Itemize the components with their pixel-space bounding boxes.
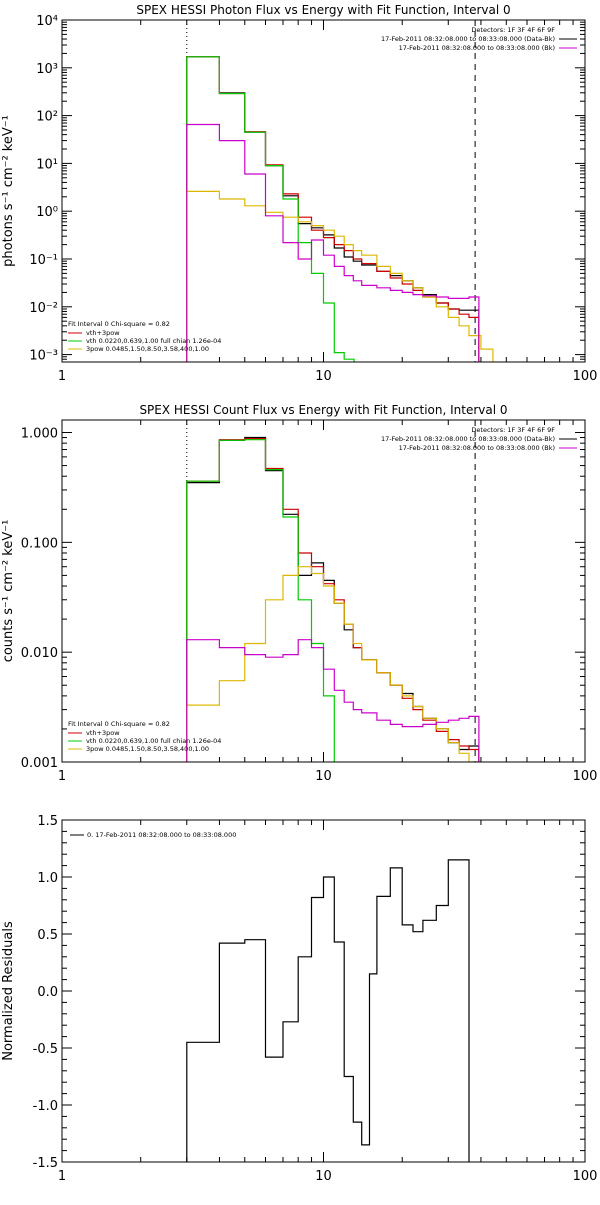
y-tick-label: 1.5 (37, 814, 58, 829)
legend-fit-header: Fit Interval 0 Chi-square = 0.82 (68, 320, 170, 328)
legend-fit-entry: vth 0.0220,0.639,1.00 full chian 1.26e-0… (86, 337, 221, 345)
legend-fit-entry: vth 0.0220,0.639,1.00 full chian 1.26e-0… (86, 737, 221, 745)
series-vth (186, 439, 355, 762)
series-data-bk (186, 56, 480, 362)
plot-frame (61, 419, 586, 763)
plot-frame (61, 819, 586, 1163)
x-tick-label: 10 (315, 369, 332, 384)
y-tick-label: 1.0 (37, 871, 58, 886)
legend-top-right-entry: 17-Feb-2011 08:32:08.000 to 08:33:08.000… (381, 35, 555, 43)
legend-fit-header: Fit Interval 0 Chi-square = 0.82 (68, 720, 170, 728)
chart-title: SPEX HESSI Count Flux vs Energy with Fit… (139, 403, 507, 417)
series-data-bk (186, 436, 480, 762)
x-tick-label: 10 (315, 1169, 332, 1184)
plot-frame (61, 19, 586, 363)
legend-top-right-entry: 17-Feb-2011 08:32:08.000 to 08:33:08.000… (399, 444, 555, 452)
legend-top-right-entry: Detectors: 1F 3F 4F 6F 9F (471, 426, 555, 434)
y-axis-label: Normalized Residuals (1, 921, 16, 1061)
y-tick-label: 10⁰ (36, 205, 58, 220)
x-tick-label: 100 (573, 1169, 598, 1184)
legend-top-left-entry: 0. 17-Feb-2011 08:32:08.000 to 08:33:08.… (87, 831, 236, 839)
y-tick-label: 10¹ (36, 157, 58, 172)
y-tick-label: -0.5 (33, 1042, 58, 1057)
series-3pow (186, 566, 479, 762)
chart-panel-1: SPEX HESSI Photon Flux vs Energy with Fi… (1, 3, 597, 384)
y-tick-label: 10² (36, 110, 58, 125)
x-tick-label: 100 (573, 369, 598, 384)
y-tick-label: 10⁴ (36, 14, 58, 29)
x-tick-label: 1 (58, 369, 66, 384)
y-tick-label: 0.5 (37, 928, 58, 943)
legend-fit-entry: vth+3pow (86, 329, 120, 337)
legend-fit-entry: 3pow 0.0485,1.50,8.50,3.58,400,1.00 (86, 345, 209, 353)
x-tick-label: 1 (58, 769, 66, 784)
y-tick-label: 0.010 (21, 646, 58, 661)
y-axis-label: photons s⁻¹ cm⁻² keV⁻¹ (1, 115, 16, 267)
chart-panel-2: SPEX HESSI Count Flux vs Energy with Fit… (1, 403, 597, 784)
chart-title: SPEX HESSI Photon Flux vs Energy with Fi… (136, 3, 510, 17)
legend-top-right-entry: Detectors: 1F 3F 4F 6F 9F (471, 26, 555, 34)
y-tick-label: 10⁻¹ (29, 253, 58, 268)
series-3pow (186, 190, 494, 362)
x-tick-label: 100 (573, 769, 598, 784)
y-tick-label: 0.0 (37, 985, 58, 1000)
y-axis-label: counts s⁻¹ cm⁻² keV⁻¹ (1, 520, 16, 663)
series-vth-3pow (186, 56, 480, 362)
y-tick-label: 0.100 (21, 536, 58, 551)
series-bk (186, 123, 480, 362)
legend-top-right-entry: 17-Feb-2011 08:32:08.000 to 08:33:08.000… (399, 44, 555, 52)
y-tick-label: 1.000 (21, 427, 58, 442)
legend-fit-entry: 3pow 0.0485,1.50,8.50,3.58,400,1.00 (86, 745, 209, 753)
series-0-17-feb-2011-08-32-08-000-to-08-33-08-000 (186, 859, 480, 1162)
series-vth-3pow (186, 438, 480, 762)
y-tick-label: -1.5 (33, 1156, 58, 1171)
y-tick-label: 10⁻³ (29, 349, 58, 364)
series-vth (186, 56, 355, 362)
y-tick-label: -1.0 (33, 1099, 58, 1114)
y-tick-label: 10⁻² (29, 301, 58, 316)
y-tick-label: 10³ (36, 62, 58, 77)
chart-panel-3: Normalized Residuals 1 10 100 -1.5 -1.0 -0.5 0.… (1, 814, 597, 1184)
y-tick-label: 0.001 (21, 756, 58, 771)
x-tick-label: 10 (315, 769, 332, 784)
legend-top-right-entry: 17-Feb-2011 08:32:08.000 to 08:33:08.000… (381, 435, 555, 443)
series-bk (186, 639, 480, 762)
x-tick-label: 1 (58, 1169, 66, 1184)
legend-fit-entry: vth+3pow (86, 729, 120, 737)
